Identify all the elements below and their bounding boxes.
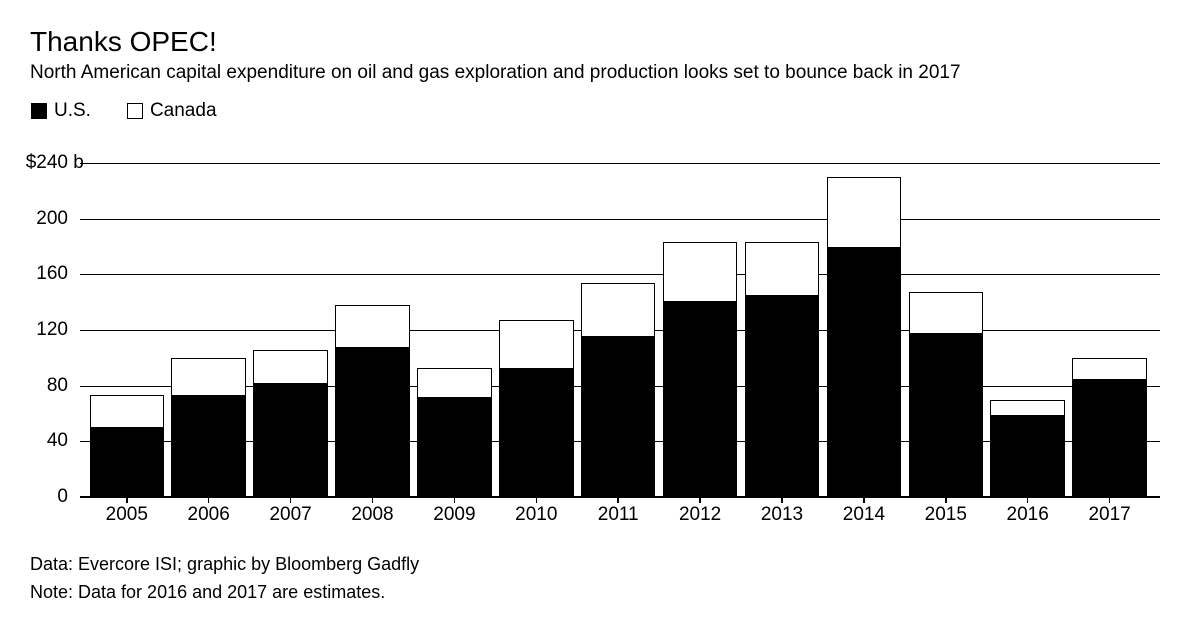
x-label-2014: 2014: [842, 504, 886, 525]
x-tick-2006: [207, 497, 210, 503]
x-label-2016: 2016: [1006, 504, 1049, 525]
bar-2013: [744, 242, 820, 497]
bar-2007-us-segment: [253, 382, 328, 497]
gridline-240: [80, 163, 1160, 164]
bar-2015-canada-segment: [908, 292, 983, 333]
x-tick-2017: [1108, 497, 1111, 503]
us-swatch-icon: [31, 103, 47, 119]
legend-item-canada: Canada: [126, 100, 217, 122]
bar-2011: [580, 282, 656, 497]
x-tick-2010: [535, 497, 537, 503]
bar-2005: [89, 395, 164, 497]
bar-2015-us-segment: [908, 332, 983, 497]
bar-2015: [908, 292, 983, 497]
bar-2009-canada-segment: [417, 367, 492, 397]
bar-2014-us-segment: [826, 246, 902, 497]
bar-2008-us-segment: [335, 346, 410, 497]
x-label-2015: 2015: [924, 504, 967, 525]
canada-swatch-icon: [126, 103, 143, 119]
y-tick-label-240: $240 b: [25, 152, 84, 173]
bar-2017-us-segment: [1072, 378, 1147, 497]
chart-subtitle: North American capital expenditure on oi…: [30, 62, 961, 83]
estimate-note: Note: Data for 2016 and 2017 are estimat…: [30, 582, 386, 602]
x-label-2005: 2005: [105, 504, 148, 525]
y-tick-label-40: 40: [46, 430, 68, 452]
plot-area: [80, 163, 1160, 503]
x-label-2009: 2009: [433, 504, 476, 525]
bar-2010-canada-segment: [499, 320, 574, 368]
bar-2012: [662, 242, 738, 497]
bar-2007: [253, 349, 328, 497]
x-tick-2005: [126, 497, 128, 503]
legend: U.S. Canada: [31, 100, 217, 122]
bar-2013-canada-segment: [744, 242, 820, 296]
gridline-160: [80, 274, 1160, 276]
bar-2016-us-segment: [990, 414, 1065, 497]
legend-label-us: U.S.: [54, 100, 91, 121]
bar-2006-us-segment: [171, 395, 246, 497]
x-tick-2014: [863, 497, 865, 503]
y-tick-label-120: 120: [36, 319, 68, 340]
x-axis-line: [80, 496, 1160, 498]
bar-2012-us-segment: [662, 300, 738, 497]
x-tick-2009: [453, 497, 456, 503]
bar-2008: [335, 305, 410, 497]
x-label-2011: 2011: [597, 504, 639, 525]
bar-2017: [1072, 357, 1147, 497]
bar-2009-us-segment: [417, 396, 492, 497]
bar-2017-canada-segment: [1072, 357, 1147, 379]
x-tick-2013: [781, 497, 783, 503]
legend-label-canada: Canada: [149, 100, 217, 121]
bar-2010: [499, 320, 574, 497]
legend-item-us: U.S.: [31, 100, 91, 122]
bar-2008-canada-segment: [335, 305, 410, 347]
bar-2006: [171, 357, 246, 497]
x-label-2008: 2008: [351, 504, 394, 525]
bar-2011-us-segment: [580, 335, 656, 497]
x-tick-2016: [1026, 497, 1029, 503]
y-tick-label-160: 160: [36, 263, 68, 285]
x-label-2010: 2010: [515, 504, 558, 525]
bar-2016-canada-segment: [990, 399, 1065, 415]
x-tick-2015: [945, 497, 947, 503]
bar-2014: [826, 176, 902, 497]
y-tick-label-80: 80: [46, 374, 68, 396]
y-tick-label-0: 0: [57, 486, 68, 507]
x-label-2006: 2006: [187, 504, 230, 525]
bar-2005-us-segment: [89, 427, 164, 497]
x-tick-2012: [699, 497, 701, 503]
source-note: Data: Evercore ISI; graphic by Bloomberg…: [30, 554, 420, 574]
bar-2009: [417, 367, 492, 497]
x-tick-2007: [289, 497, 292, 503]
x-label-2017: 2017: [1088, 504, 1131, 525]
bar-2011-canada-segment: [580, 282, 656, 336]
gridline-200: [80, 218, 1160, 220]
bar-2013-us-segment: [744, 295, 820, 497]
chart-title: Thanks OPEC!: [30, 26, 217, 57]
y-tick-label-200: 200: [36, 207, 68, 229]
x-label-2012: 2012: [678, 504, 722, 525]
bar-2007-canada-segment: [253, 349, 328, 383]
x-label-2007: 2007: [269, 504, 312, 525]
x-tick-2011: [617, 497, 619, 503]
bar-2016: [990, 399, 1065, 497]
bar-2006-canada-segment: [171, 357, 246, 396]
x-label-2013: 2013: [760, 504, 804, 525]
bar-2014-canada-segment: [826, 176, 902, 247]
bar-2012-canada-segment: [662, 242, 738, 301]
y-unit-suffix: b: [68, 152, 84, 173]
bar-2010-us-segment: [499, 367, 574, 497]
bar-2005-canada-segment: [89, 395, 164, 428]
x-tick-2008: [371, 497, 374, 503]
